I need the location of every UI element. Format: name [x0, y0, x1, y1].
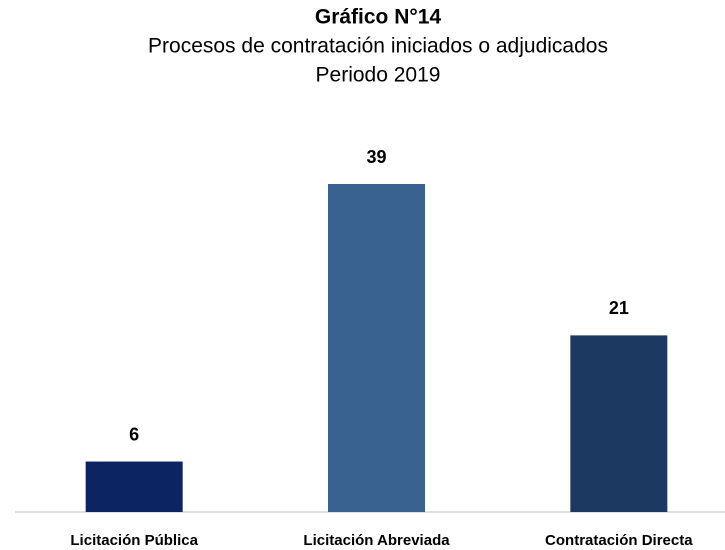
chart-subtitle: Periodo 2019: [316, 64, 441, 87]
value-label: 6: [129, 424, 139, 444]
value-label: 39: [366, 147, 386, 167]
x-tick-label: Licitación Abreviada: [303, 532, 450, 549]
chart-subtitle: Procesos de contratación iniciados o adj…: [148, 35, 608, 58]
chart-title: Gráfico N°14: [315, 6, 442, 29]
bar: [85, 461, 183, 512]
value-label: 21: [609, 298, 629, 318]
x-tick-label: Contratación Directa: [545, 532, 693, 549]
bar: [328, 184, 425, 512]
x-tick-label: Licitación Pública: [70, 532, 198, 549]
bar: [570, 335, 668, 512]
